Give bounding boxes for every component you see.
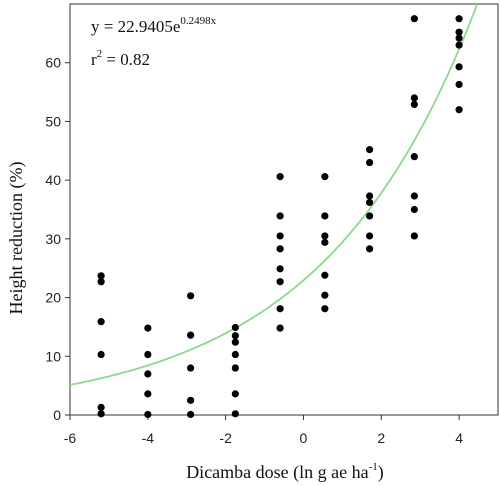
data-point [231,350,239,359]
y-tick-label: 30 [45,231,61,247]
data-point [144,324,152,332]
data-point [276,232,284,240]
data-point [144,410,152,419]
data-point [410,94,418,102]
data-point [97,403,105,411]
y-axis-title: Height reduction (%) [6,162,27,315]
data-point [276,212,284,220]
plot-frame [69,3,499,416]
data-point [366,158,374,167]
x-axis: -6 -4 -2 0 2 4 [64,415,463,446]
data-point [231,390,239,398]
data-point [187,331,195,339]
data-point [231,323,239,332]
data-point [231,332,239,340]
data-point [231,410,239,418]
data-point [97,272,105,280]
data-point [144,350,152,359]
data-point [321,212,329,220]
data-point [321,291,329,299]
data-point [144,370,152,378]
data-point [366,212,374,220]
y-tick-label: 40 [45,172,61,188]
data-point [97,350,105,359]
data-point [410,100,418,109]
data-point [455,15,463,23]
data-point [455,63,463,71]
data-point [410,153,418,161]
x-tick-label: -4 [142,430,155,446]
data-point [276,173,284,181]
r-squared: r2 = 0.82 [91,48,150,69]
data-point [366,146,374,154]
x-tick-label: -6 [64,430,77,446]
x-axis-title: Dicamba dose (ln g ae ha-1) [186,461,384,483]
data-point [97,318,105,326]
data-point [366,232,374,240]
data-point [455,80,463,89]
data-point [276,245,284,253]
data-point [321,238,329,246]
data-point [455,41,463,49]
x-tick-label: -2 [219,430,232,446]
data-point [321,173,329,181]
data-point [276,305,284,313]
data-point [231,364,239,372]
y-tick-label: 20 [45,290,61,306]
y-axis: 0 10 20 30 40 50 60 [45,55,70,423]
data-point [366,198,374,207]
data-point [321,271,329,279]
data-point [410,232,418,240]
x-tick-label: 2 [377,430,385,446]
x-tick-label: 0 [300,430,308,446]
x-tick-label: 4 [455,430,463,446]
data-point [410,205,418,214]
data-point [187,364,195,372]
data-point [321,305,329,313]
data-point [187,396,195,404]
data-point [455,106,463,114]
regression-equation: y = 22.9405e0.2498x [91,15,217,36]
data-point [187,292,195,300]
fit-curve [69,3,479,386]
y-tick-label: 10 [45,348,61,364]
y-tick-label: 50 [45,113,61,129]
data-point [321,232,329,240]
y-tick-label: 0 [53,407,61,423]
data-point [455,28,463,36]
data-point [410,192,418,200]
data-point [144,390,152,398]
data-point [97,278,105,286]
data-points [97,15,463,419]
data-point [276,324,284,332]
data-point [366,245,374,253]
data-point [366,192,374,200]
data-point [276,265,284,273]
data-point [410,15,418,23]
data-point [276,278,284,286]
y-tick-label: 60 [45,55,61,71]
data-point [187,410,195,419]
data-point [97,410,105,418]
data-point [231,338,239,346]
data-point [455,34,463,42]
